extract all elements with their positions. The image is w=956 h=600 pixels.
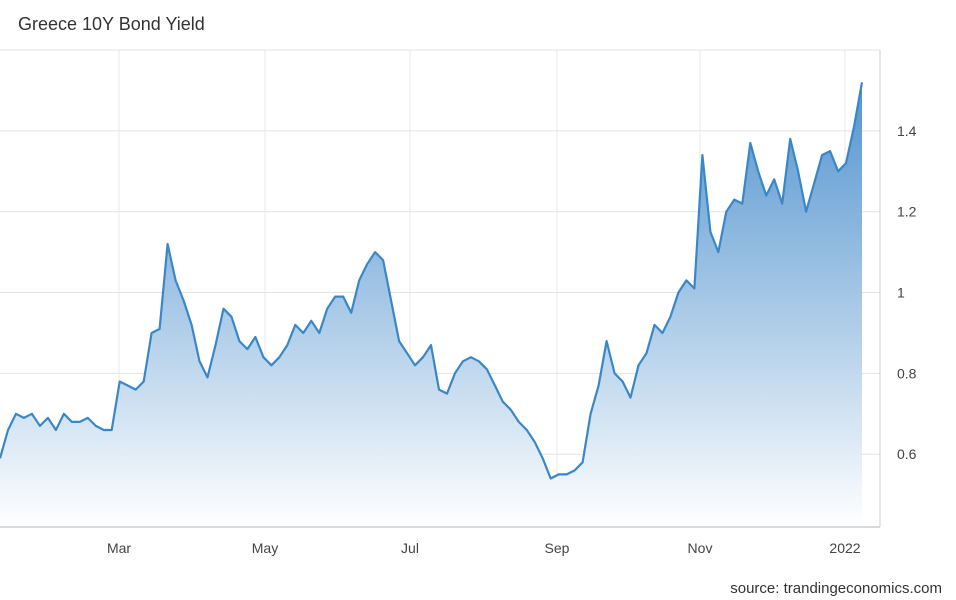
x-tick-label: Sep bbox=[545, 540, 570, 556]
source-note: source: trandingeconomics.com bbox=[730, 580, 942, 597]
x-tick-label: Jul bbox=[401, 540, 419, 556]
chart-title: Greece 10Y Bond Yield bbox=[18, 14, 205, 34]
series-area bbox=[0, 82, 862, 528]
y-tick-label: 1.4 bbox=[897, 123, 917, 139]
y-tick-label: 1 bbox=[897, 285, 905, 301]
y-tick-label: 0.8 bbox=[897, 365, 917, 381]
x-tick-label: 2022 bbox=[829, 540, 860, 556]
area-layer bbox=[0, 82, 864, 528]
y-tick-label: 0.6 bbox=[897, 446, 917, 462]
x-tick-label: Mar bbox=[107, 540, 131, 556]
x-tick-label: May bbox=[252, 540, 278, 556]
series-line bbox=[0, 82, 864, 480]
x-tick-label: Nov bbox=[688, 540, 713, 556]
axis-layer: 0.6 0.8 1 1.2 1.4 Mar May Jul Sep Nov 2022 bbox=[0, 50, 917, 556]
y-tick-label: 1.2 bbox=[897, 204, 917, 220]
